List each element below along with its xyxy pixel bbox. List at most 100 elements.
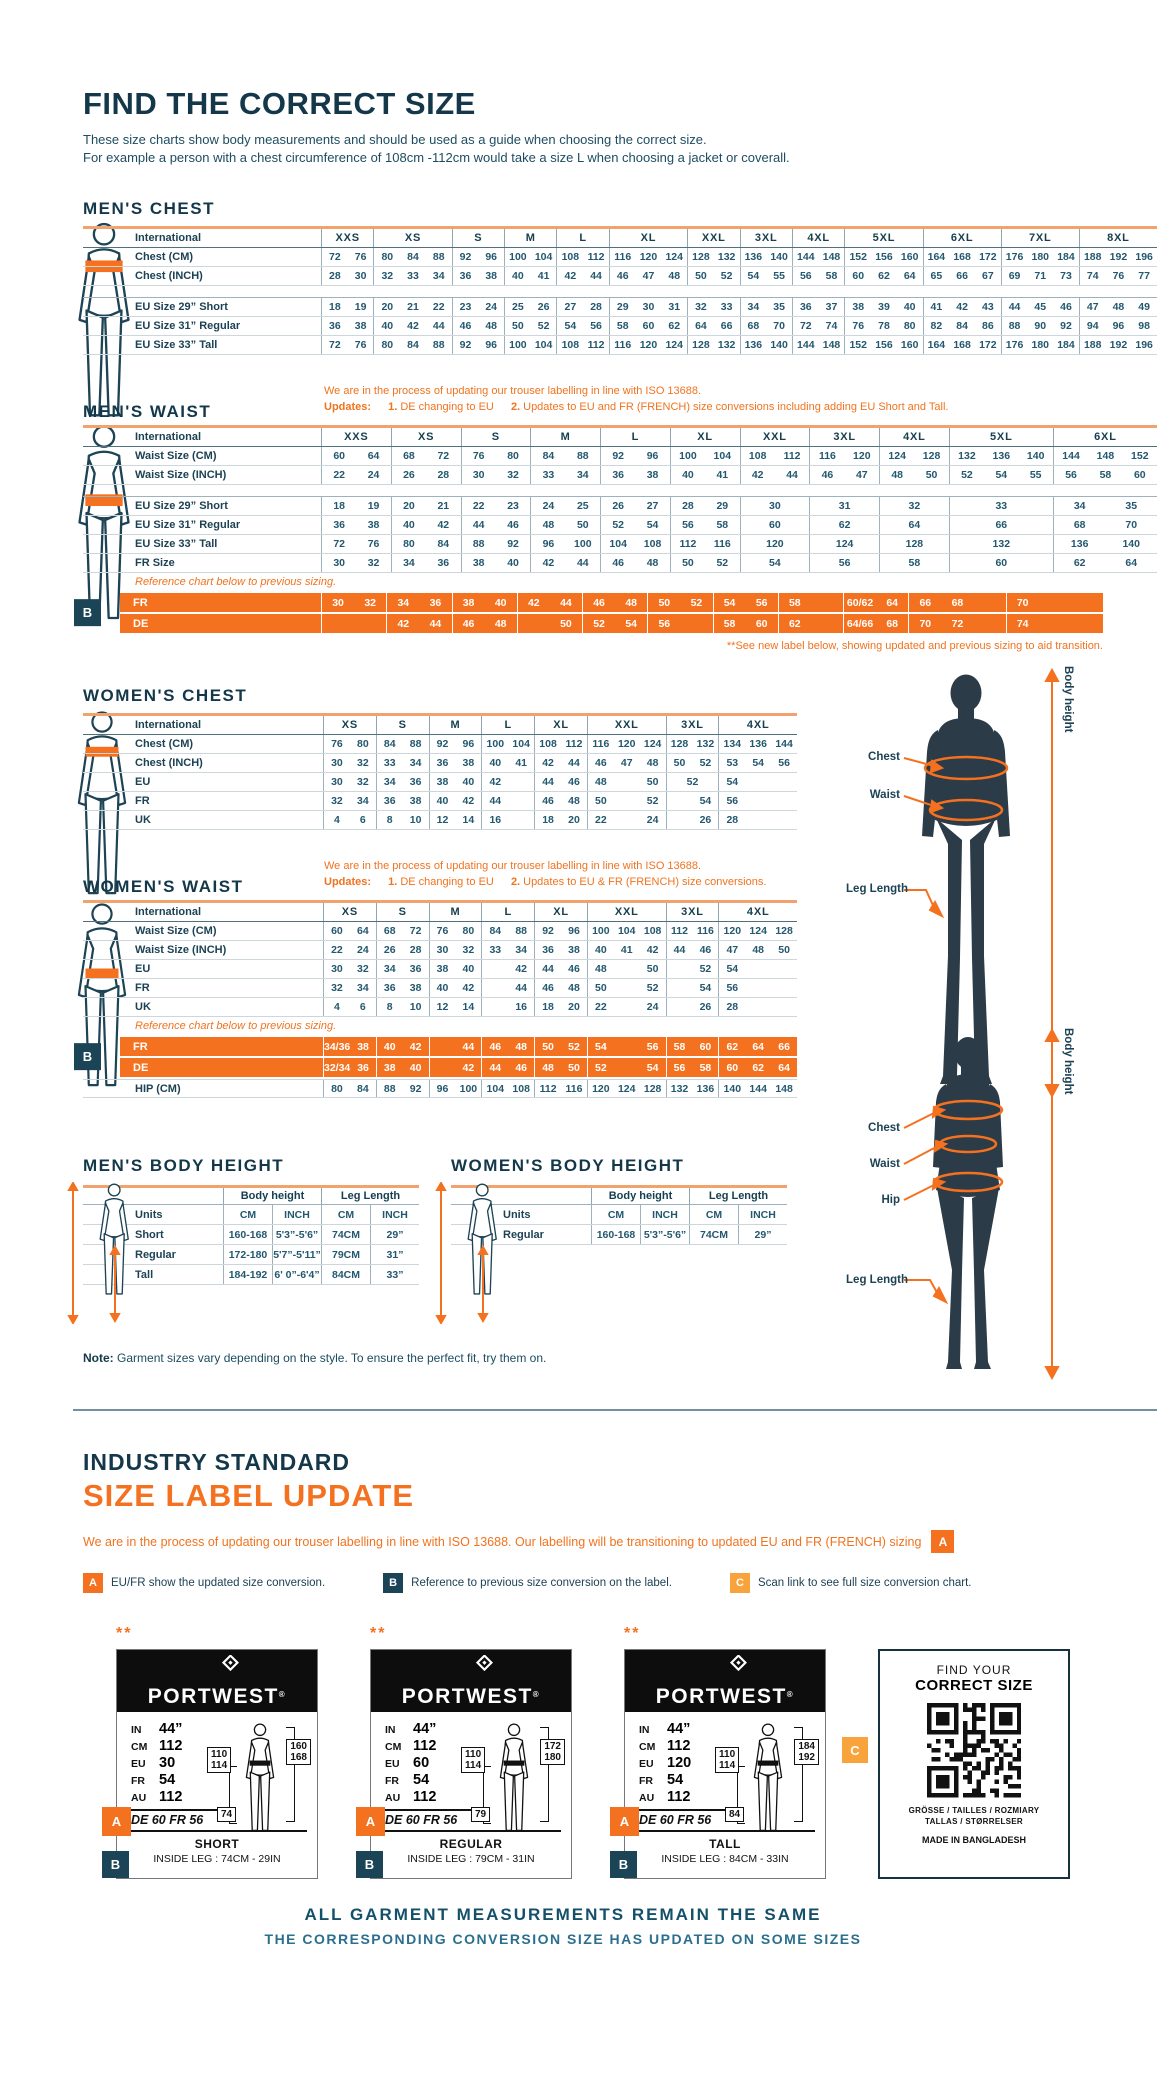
size-value: 28 [726, 1001, 739, 1013]
unit-header: INCH [272, 1205, 321, 1224]
size-value: 50 [512, 320, 524, 332]
size-cell: 52 54 [600, 516, 670, 534]
size-value: 40 [462, 776, 475, 788]
size-value: 56 [726, 795, 739, 807]
womens-body-height-section: WOMEN'S BODY HEIGHT Body height Leg Lengt… [435, 1156, 787, 1324]
updates-note: Updates: 1. DE changing to EU 2. Updates t… [324, 401, 949, 413]
size-value: 60 [699, 1040, 712, 1053]
size-value: 46 [568, 963, 580, 975]
size-value: 164 [927, 339, 946, 351]
inseam-measure-box: 84 [725, 1807, 745, 1822]
size-value: 48 [891, 469, 904, 481]
section-divider [73, 1409, 1157, 1411]
table-subheader-row: Units CM INCH CM INCH [83, 1205, 419, 1225]
body-height-label: Body height [1062, 1028, 1074, 1095]
size-unit: EU [131, 1758, 146, 1770]
size-cell: 176 180 184 [1000, 248, 1079, 266]
size-value: 22 [595, 1001, 607, 1013]
size-value: 42 [437, 519, 450, 531]
size-value: 100 [509, 251, 527, 263]
size-value: 72 [329, 251, 341, 263]
size-value: 56 [646, 1040, 659, 1053]
size-value: 54 [625, 617, 638, 630]
row-label: FR [133, 1040, 148, 1053]
units-label: Units [135, 1208, 163, 1221]
table-row: EU 30 32 34 36 38 40 42 44 46 48 50 52 54 [83, 773, 797, 792]
size-cell: 22 24 [321, 466, 391, 484]
size-value [614, 773, 640, 791]
size-cell: 100 104 [504, 336, 556, 354]
size-value: 54 [752, 757, 765, 769]
column-group-header: Body height [591, 1188, 689, 1204]
row-label: FR [133, 596, 148, 609]
size-value: 92 [612, 450, 625, 462]
size-value: 92 [507, 538, 519, 550]
size-value: 73 [1060, 270, 1072, 282]
size-cell: 76 80 [323, 735, 376, 753]
size-value: 50 [925, 469, 938, 481]
size-group-header: M [428, 903, 482, 921]
size-value: 58 [1099, 469, 1112, 481]
size-value: 72 [333, 538, 346, 550]
label-size-row: CM 112 [639, 1738, 723, 1755]
size-value: 32 [364, 596, 377, 609]
label-legend: A EU/FR show the updated size conversion… [83, 1573, 1157, 1593]
label-size-row: FR 54 [385, 1772, 469, 1789]
row-label: Chest (INCH) [135, 270, 203, 282]
label-person-icon [491, 1723, 537, 1833]
mens-waist-table: International XXS XS S M L XL XXL 3XL 4XL 5XL 6XL Wa… [74, 425, 1157, 635]
size-value: 40 [512, 270, 524, 282]
size-value: 38 [472, 557, 485, 569]
size-value: 60 [755, 617, 768, 630]
table-row: Chest (INCH) 28 30 32 33 34 36 38 40 41 42 44 46 47 48… [83, 267, 1157, 286]
size-value: 120 [667, 1755, 692, 1771]
size-value: 38 [409, 795, 422, 807]
size-group-header: 6XL [1052, 428, 1157, 446]
size-value: 36 [542, 944, 554, 956]
size-value: 42 [527, 596, 540, 609]
size-cell: 112 116 [665, 922, 719, 940]
table-row: Waist Size (INCH) 22 24 26 28 30 32 33 34 36 38 40 4… [83, 466, 1157, 485]
size-value: 168 [953, 251, 971, 263]
size-value: 76 [472, 450, 485, 462]
size-cell: 100 104 108 [586, 922, 666, 940]
size-unit: FR [131, 1775, 145, 1787]
size-group-header: S [375, 903, 429, 921]
size-value: 16 [515, 1001, 528, 1013]
size-value: 68 [886, 617, 899, 630]
mens-waist-notes: We are in the process of updating our tr… [324, 383, 964, 415]
size-value: 136 [696, 1082, 715, 1095]
size-value: 180 [1031, 251, 1050, 263]
size-value: 100 [574, 538, 592, 550]
size-value: 41 [620, 944, 633, 956]
size-value: 64 [695, 320, 707, 332]
chest-label: Chest [868, 1122, 900, 1134]
size-cell: 108 112 [556, 248, 608, 266]
table-header-row: International XS S M L XL XXL 3XL 4XL [83, 900, 797, 922]
size-value [811, 614, 843, 633]
size-cell: 66 68 [908, 593, 1005, 612]
size-value: 78 [878, 320, 890, 332]
label-person-icon [745, 1723, 791, 1833]
size-cell: 140 144 148 [718, 1080, 797, 1097]
size-value: 77 [1138, 270, 1150, 282]
size-cell: 70 [1005, 593, 1103, 612]
size-cell: 28 29 [669, 497, 740, 515]
qr-panel: C FIND YOUR CORRECT SIZE GRÖSSE / TAILLE… [842, 1649, 1070, 1879]
brand-diamond-icon [221, 1655, 239, 1672]
size-value: 32 [331, 982, 343, 994]
size-value: 14 [462, 1001, 475, 1013]
size-cell: 120 [739, 535, 810, 553]
size-value: 152 [1131, 450, 1149, 462]
size-value: 24 [485, 301, 498, 313]
size-value: 47 [642, 270, 655, 282]
size-cell: 48 50 [534, 1058, 587, 1077]
size-value: 144 [749, 1082, 767, 1095]
size-value: 54 [726, 963, 739, 975]
womens-waist-notes: We are in the process of updating our tr… [324, 858, 964, 890]
size-value: 112 [159, 1738, 183, 1754]
size-value: 31 [668, 301, 681, 313]
size-group-header: XXL [586, 716, 666, 734]
size-cell: 188 192 196 [1078, 248, 1157, 266]
size-value: 29 [616, 301, 629, 313]
